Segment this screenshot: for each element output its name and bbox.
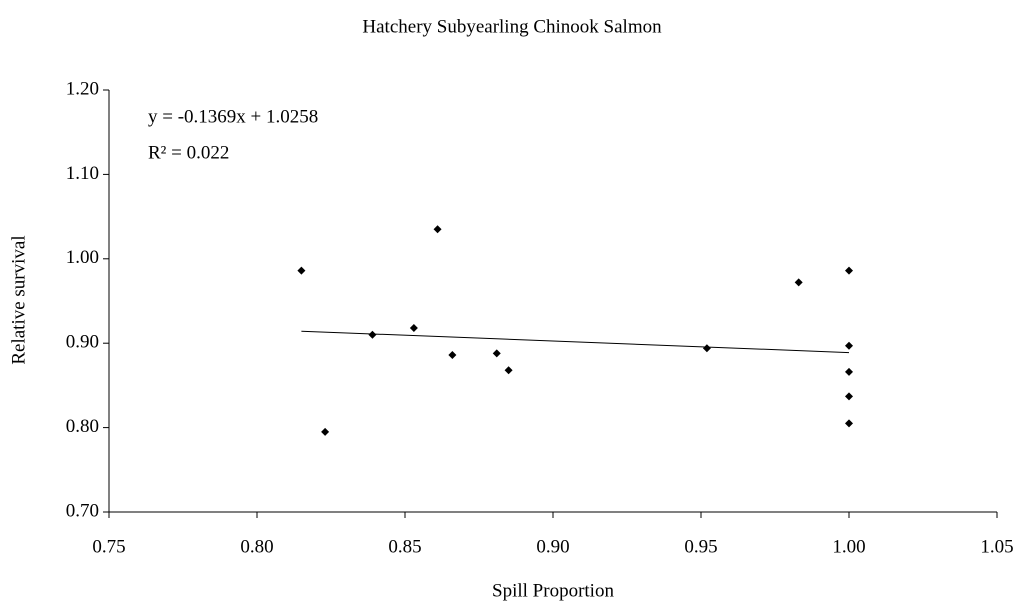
y-axis-label: Relative survival — [8, 235, 29, 364]
point — [368, 330, 377, 339]
point — [504, 366, 513, 375]
trend-r2: R² = 0.022 — [148, 142, 229, 163]
y-tick-label: 0.80 — [66, 416, 99, 437]
point — [702, 344, 711, 353]
point — [492, 349, 501, 358]
y-tick-label: 0.70 — [66, 500, 99, 521]
x-tick-label: 0.85 — [388, 536, 421, 557]
trendline — [301, 330, 850, 354]
x-tick-label: 0.75 — [92, 536, 125, 557]
x-tick-label: 0.90 — [536, 536, 569, 557]
x-tick-label: 1.05 — [980, 536, 1013, 557]
point — [845, 419, 853, 428]
x-tick-label: 0.95 — [684, 536, 717, 557]
x-tick-label: 1.00 — [832, 536, 865, 557]
point — [845, 367, 853, 376]
y-tick-label: 0.90 — [66, 332, 99, 353]
point — [845, 392, 853, 401]
x-tick-label: 0.80 — [240, 536, 273, 557]
point — [433, 225, 442, 234]
y-tick-label: 1.00 — [66, 247, 99, 268]
point — [409, 324, 418, 333]
point — [448, 351, 457, 360]
y-tick-label: 1.10 — [66, 163, 99, 184]
y-tick-label: 1.20 — [66, 78, 99, 99]
point — [794, 278, 803, 287]
x-axis-label: Spill Proportion — [492, 580, 614, 601]
trend-equation: y = -0.1369x + 1.0258 — [148, 106, 318, 127]
point — [297, 266, 306, 275]
point — [321, 427, 330, 436]
chart-title: Hatchery Subyearling Chinook Salmon — [362, 16, 662, 37]
point — [845, 266, 853, 275]
point — [845, 341, 853, 350]
